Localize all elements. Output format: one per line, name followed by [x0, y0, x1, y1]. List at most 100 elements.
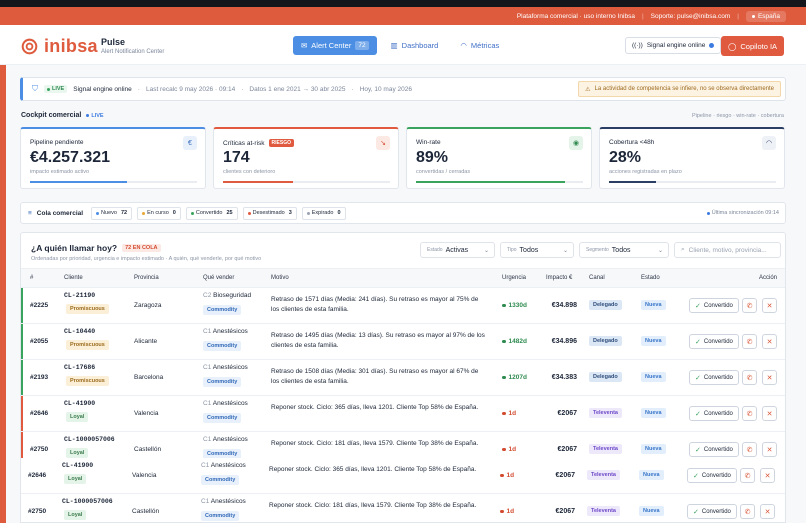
- call-button[interactable]: ✆: [740, 504, 755, 519]
- province: Alicante: [134, 338, 158, 345]
- client-code[interactable]: CL-17686: [64, 364, 96, 371]
- chevron-down-icon: ⌄: [657, 247, 663, 254]
- call-button[interactable]: ✆: [742, 334, 757, 349]
- urgency: 1d: [500, 508, 514, 515]
- filter-tipo[interactable]: Tipo Todos ⌄: [500, 242, 574, 258]
- product-type-badge: Commodity: [203, 341, 242, 351]
- logo[interactable]: inibsa: [21, 36, 98, 57]
- mark-converted-button[interactable]: ✓ Convertido: [689, 298, 739, 313]
- call-list-panel: ¿A quién llamar hoy? 72 EN COLA Ordenadas…: [20, 232, 786, 523]
- urgency: 1330d: [502, 302, 527, 309]
- client-code[interactable]: CL-41900: [64, 400, 96, 407]
- status-badge: Nueva: [641, 372, 666, 382]
- priority-marker: [21, 396, 23, 431]
- dismiss-button[interactable]: ✕: [760, 504, 775, 519]
- chip-convertido[interactable]: Convertido 25: [185, 206, 238, 220]
- nav-alert-center[interactable]: ✉ Alert Center 72: [293, 36, 377, 55]
- table-row[interactable]: #2055 CL-10440 Promiscuous Alicante C1 Anest…: [21, 324, 785, 360]
- call-button[interactable]: ✆: [742, 370, 757, 385]
- urgency: 1d: [502, 446, 516, 453]
- chip-desestimado[interactable]: Desestimado 3: [242, 206, 297, 220]
- nav-metricas[interactable]: ◠ Métricas: [460, 41, 500, 50]
- motivo-text: Reponer stock. Ciclo: 365 días, lleva 12…: [271, 404, 479, 411]
- table-row[interactable]: #2750 CL-1000057006 Loyal Castellón C1 Anest…: [21, 494, 785, 522]
- dismiss-button[interactable]: ✕: [760, 468, 775, 483]
- motivo-text: Reponer stock. Ciclo: 181 días, lleva 15…: [269, 502, 477, 509]
- dismiss-button[interactable]: ✕: [762, 298, 777, 313]
- motivo-text: Retraso de 1508 días (Media: 301 días). …: [271, 368, 479, 385]
- language-selector[interactable]: España: [745, 10, 786, 22]
- signal-engine-status[interactable]: ((·)) Signal engine online: [625, 37, 722, 54]
- copilot-button[interactable]: ◯ Copiloto IA: [721, 36, 784, 56]
- nav-dashboard[interactable]: ▥ Dashboard: [390, 41, 439, 50]
- mark-converted-button[interactable]: ✓ Convertido: [689, 406, 739, 421]
- kpi-progress: [609, 181, 776, 183]
- call-button[interactable]: ✆: [740, 468, 755, 483]
- segment-badge: Loyal: [64, 510, 87, 520]
- chip-nuevo[interactable]: Nuevo 72: [91, 206, 133, 220]
- channel-badge: Delegado: [589, 300, 622, 310]
- dismiss-button[interactable]: ✕: [762, 370, 777, 385]
- product-type-badge: Commodity: [203, 413, 242, 423]
- recalc-text: Last recalc 9 may 2026 · 09:14: [145, 85, 236, 93]
- segment-badge: Promiscuous: [66, 304, 109, 314]
- product: C1 Anestésicos: [203, 436, 248, 443]
- client-code[interactable]: CL-1000057006: [62, 498, 113, 505]
- phone-icon: ✆: [746, 374, 753, 382]
- product-type-badge: Commodity: [201, 475, 240, 485]
- close-icon: ✕: [766, 374, 773, 382]
- impact-value: €34.898: [551, 302, 577, 309]
- kpi-progress: [30, 181, 197, 183]
- segment-badge: Loyal: [66, 448, 89, 458]
- client-code[interactable]: CL-21190: [64, 292, 96, 299]
- channel-badge: Delegado: [589, 372, 622, 382]
- table-row[interactable]: #2193 CL-17686 Promiscuous Barcelona C1 Anes…: [21, 360, 785, 396]
- status-bar: ⛉ LIVE Signal engine online · Last recal…: [20, 77, 786, 101]
- check-icon: ✓: [695, 410, 701, 418]
- client-code[interactable]: CL-1000057006: [64, 436, 115, 443]
- close-icon: ✕: [766, 446, 773, 454]
- filter-estado[interactable]: Estado Activas ⌄: [420, 242, 495, 258]
- status-badge: Nueva: [641, 408, 666, 418]
- table-row[interactable]: #2646 CL-41900 Loyal Valencia C1 Anestésicos…: [21, 458, 785, 494]
- table-row[interactable]: #2646 CL-41900 Loyal Valencia C1 Anestésicos…: [21, 396, 785, 432]
- impact-value: €34.383: [551, 374, 577, 381]
- mark-converted-button[interactable]: ✓ Convertido: [689, 442, 739, 457]
- kpi-progress: [416, 181, 583, 183]
- row-id: #2055: [30, 338, 49, 345]
- platform-text: Plataforma comercial · uso interno Inibs…: [516, 12, 635, 20]
- call-button[interactable]: ✆: [742, 298, 757, 313]
- window-top-edge: [0, 0, 806, 7]
- dismiss-button[interactable]: ✕: [762, 406, 777, 421]
- phone-icon: ✆: [746, 338, 753, 346]
- filter-segmento[interactable]: Segmento Todos ⌄: [579, 242, 669, 258]
- risk-badge: RIESGO: [268, 139, 294, 147]
- phone-icon: ✆: [746, 410, 753, 418]
- segment-badge: Loyal: [64, 474, 87, 484]
- client-code[interactable]: CL-10440: [64, 328, 96, 335]
- client-code[interactable]: CL-41900: [62, 462, 94, 469]
- dismiss-button[interactable]: ✕: [762, 334, 777, 349]
- call-button[interactable]: ✆: [742, 406, 757, 421]
- inbox-icon: ✉: [301, 41, 308, 50]
- row-id: #2646: [30, 410, 49, 417]
- cola-comercial-bar: ≡ Cola comercial Nuevo 72 En curso 0 Conve…: [20, 202, 786, 224]
- province: Valencia: [132, 472, 157, 479]
- chip-expirado[interactable]: Expirado 0: [301, 206, 346, 220]
- gauge-icon: ◠: [460, 41, 467, 50]
- mark-converted-button[interactable]: ✓ Convertido: [687, 504, 737, 519]
- mark-converted-button[interactable]: ✓ Convertido: [689, 370, 739, 385]
- dismiss-button[interactable]: ✕: [762, 442, 777, 457]
- competition-warning: ⚠ La actividad de competencia se infiere,…: [578, 81, 781, 97]
- mark-converted-button[interactable]: ✓ Convertido: [689, 334, 739, 349]
- channel-badge: Delegado: [589, 336, 622, 346]
- mark-converted-button[interactable]: ✓ Convertido: [687, 468, 737, 483]
- call-button[interactable]: ✆: [742, 442, 757, 457]
- province: Valencia: [134, 410, 159, 417]
- table-row[interactable]: #2225 CL-21190 Promiscuous Zaragoza C2 Biose…: [21, 288, 785, 324]
- chip-en-curso[interactable]: En curso 0: [137, 206, 181, 220]
- search-input[interactable]: ⌕ Cliente, motivo, provincia...: [674, 242, 781, 258]
- close-icon: ✕: [766, 338, 773, 346]
- alert-count-badge: 72: [355, 41, 369, 50]
- engine-status-text: Signal engine online: [73, 85, 132, 93]
